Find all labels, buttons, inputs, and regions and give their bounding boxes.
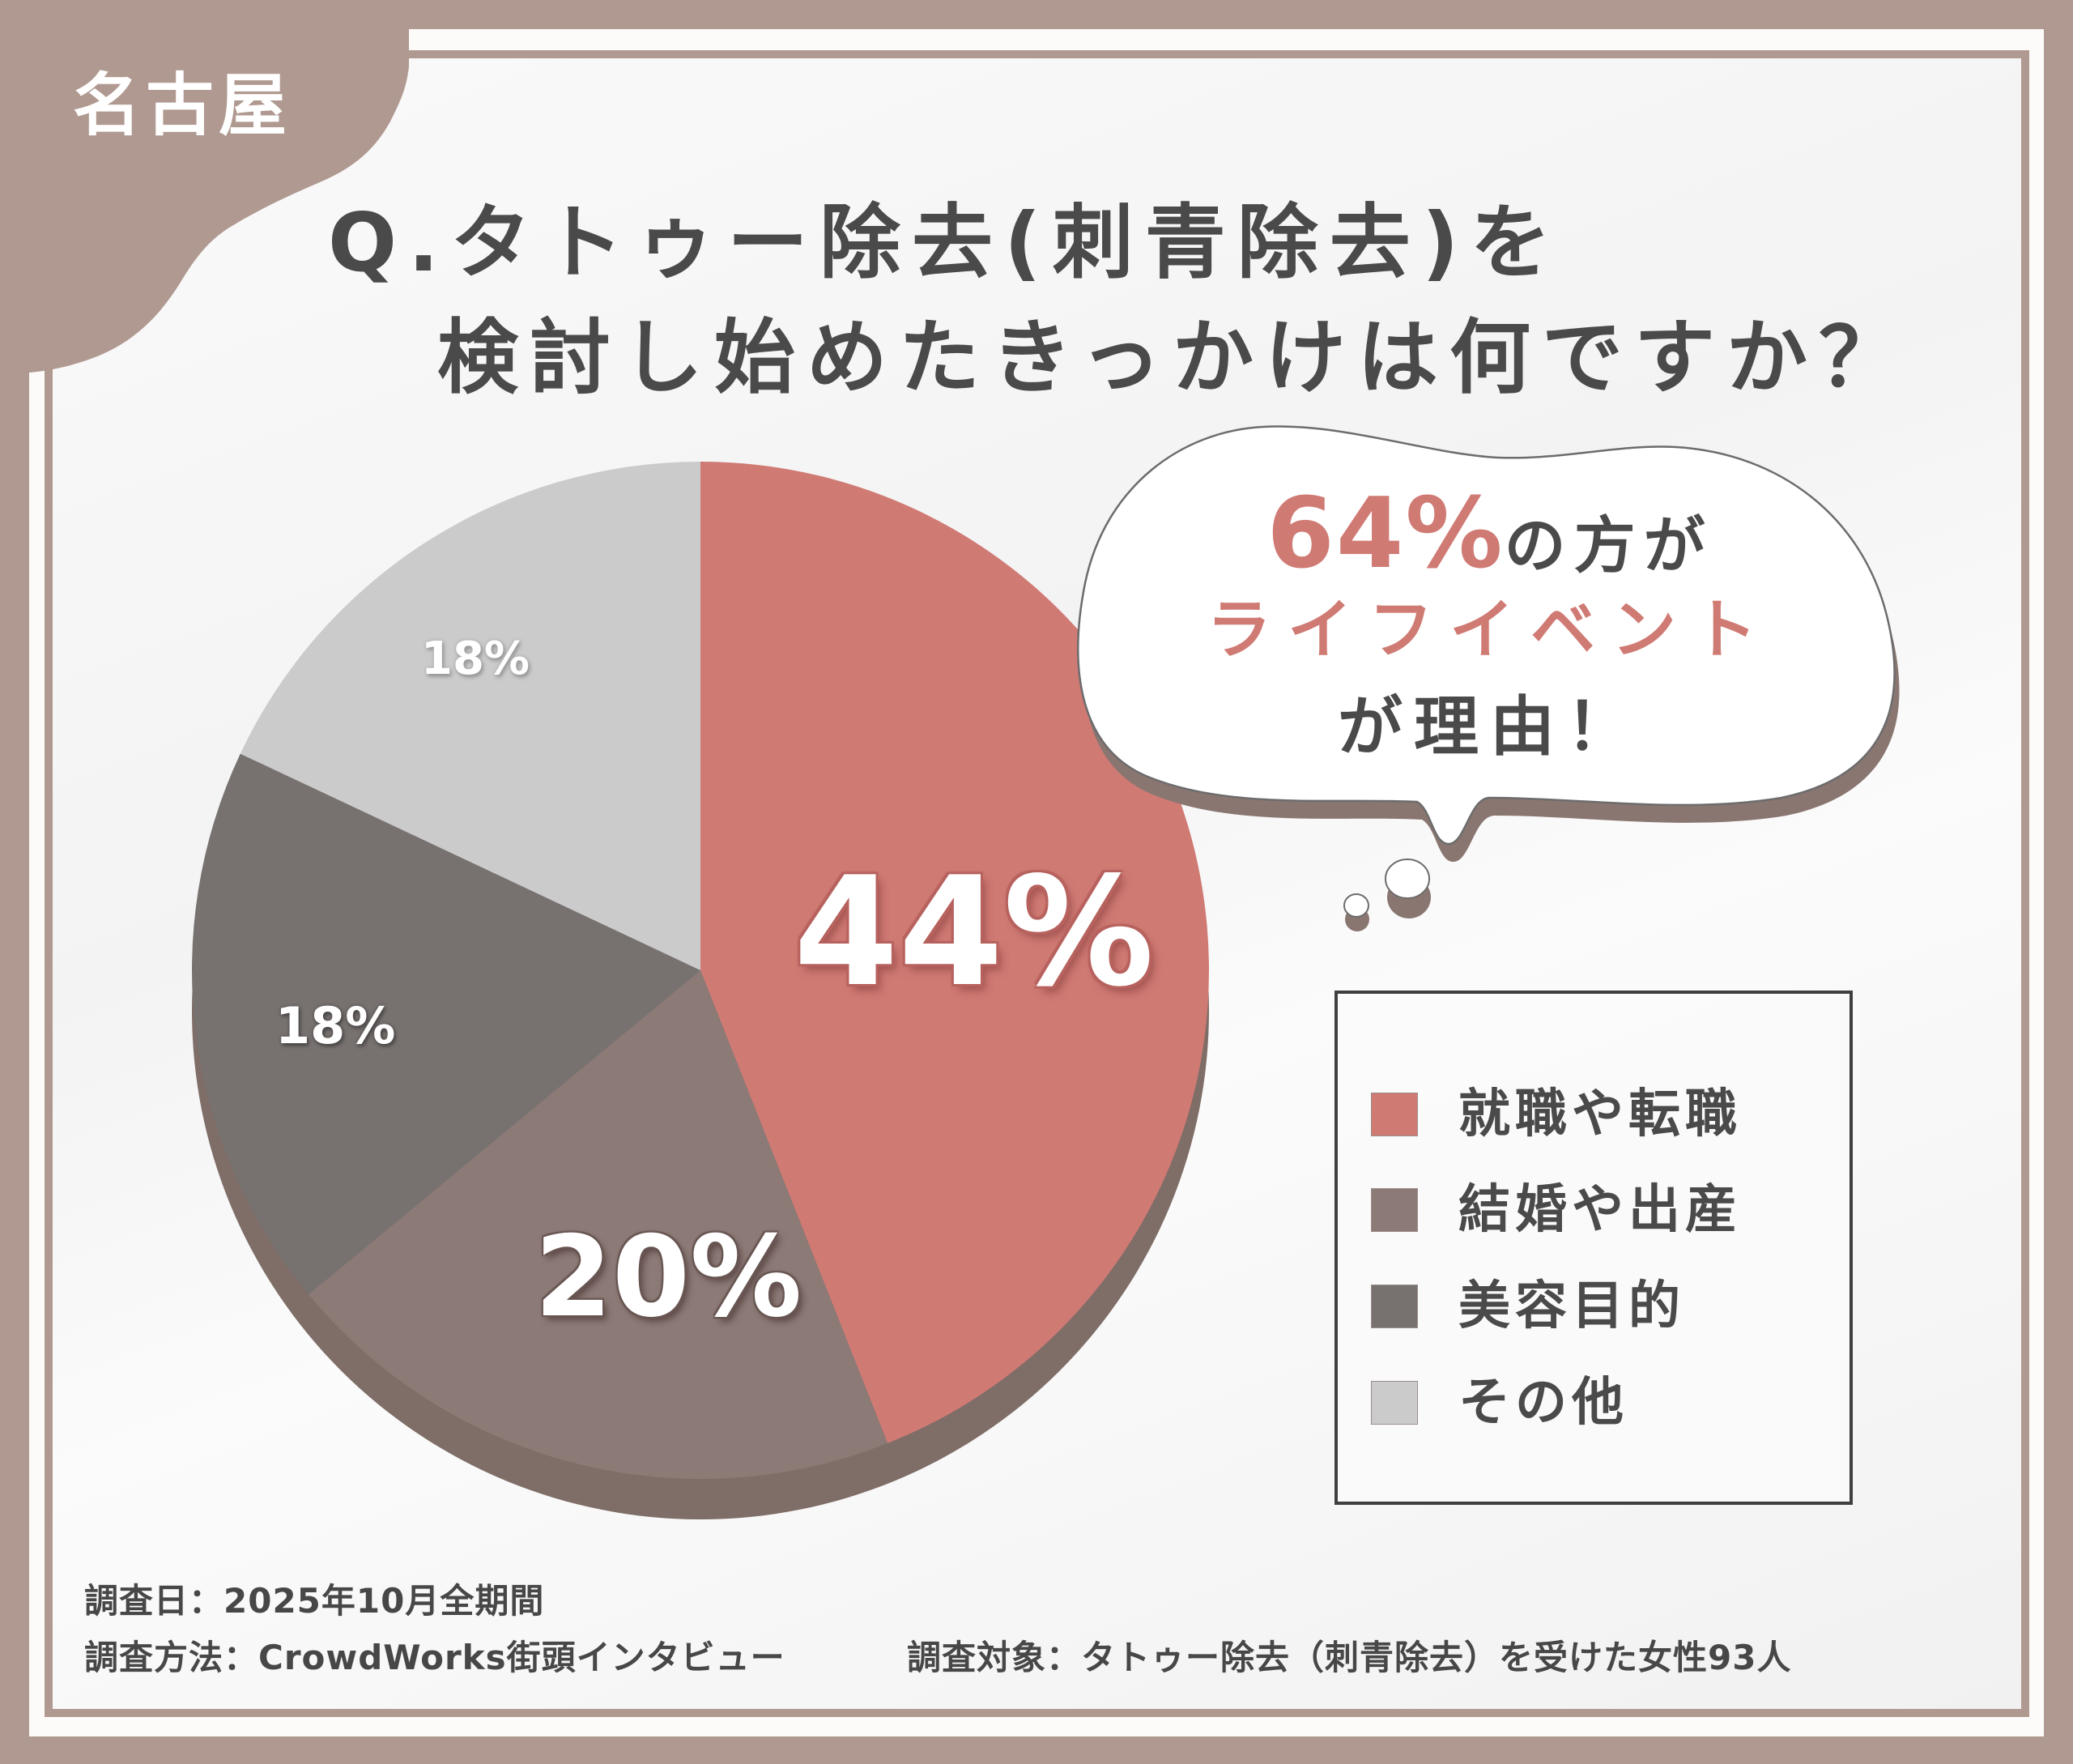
- callout-line1-suffix: の方が: [1504, 509, 1713, 582]
- question-title-line2: 検討し始めたきっかけは何ですか？: [437, 310, 1911, 405]
- legend-item-beauty: 美容目的: [1371, 1276, 1685, 1336]
- pie-label-beauty: 18%: [275, 996, 396, 1055]
- callout-line1: 64%の方が: [1077, 486, 1903, 583]
- pie-slice-job-change: [700, 462, 1210, 1443]
- legend-item-job-change: 就職や転職: [1371, 1084, 1742, 1144]
- callout-line3: が理由！: [1338, 689, 1642, 765]
- pie-label-job-change: 44%: [794, 844, 1155, 1020]
- legend-label: その他: [1458, 1373, 1628, 1433]
- pie-label-other: 18%: [421, 633, 530, 685]
- legend-item-marriage-birth: 結婚や出産: [1371, 1180, 1742, 1240]
- legend-swatch: [1371, 1381, 1418, 1425]
- speech-bubble: [1077, 425, 1900, 931]
- legend-swatch: [1371, 1285, 1418, 1328]
- callout-percent: 64%: [1266, 478, 1505, 590]
- legend-label: 美容目的: [1458, 1276, 1685, 1336]
- pie-chart: [191, 462, 1210, 1479]
- question-title-line1: Q.タトゥー除去(刺青除去)を: [328, 195, 1563, 290]
- pie-slice-other: [240, 462, 700, 970]
- city-badge-label: 名古屋: [73, 66, 292, 145]
- pie-slice-beauty: [191, 753, 700, 1295]
- survey-target: 調査対象：タトゥー除去（刺青除去）を受けた女性93人: [907, 1638, 1792, 1677]
- chart-legend: 就職や転職 結婚や出産 美容目的 その他: [1334, 991, 1853, 1505]
- pie-slice-marriage-birth: [309, 970, 888, 1479]
- survey-method: 調査方法：CrowdWorks街頭インタビュー: [84, 1638, 785, 1677]
- survey-date: 調査日：2025年10月全期間: [84, 1581, 545, 1621]
- legend-label: 結婚や出産: [1458, 1180, 1742, 1240]
- pie-label-marriage-birth: 20%: [534, 1212, 802, 1342]
- legend-swatch: [1371, 1188, 1418, 1232]
- legend-swatch: [1371, 1093, 1418, 1136]
- callout-line2: ライフイベント: [1207, 592, 1773, 667]
- corner-badge-shape: [0, 0, 409, 374]
- legend-item-other: その他: [1371, 1373, 1628, 1433]
- legend-label: 就職や転職: [1458, 1084, 1742, 1144]
